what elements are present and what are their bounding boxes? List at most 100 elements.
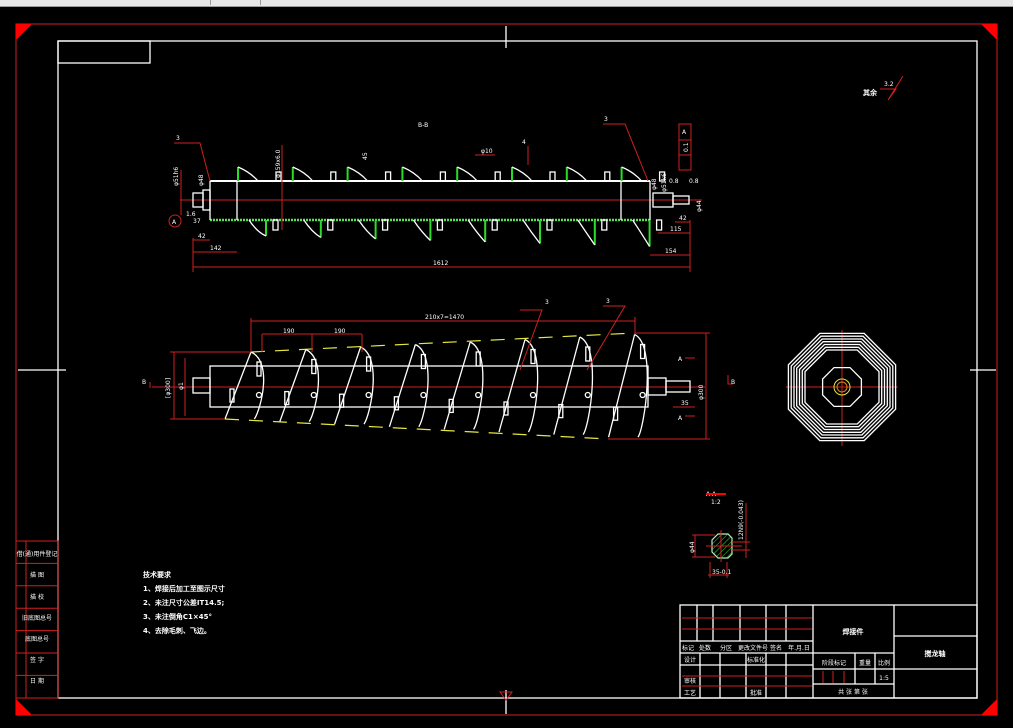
process-label: 工艺 xyxy=(684,689,696,697)
dim-label: φ10 xyxy=(481,148,493,155)
helix-flight-back xyxy=(415,343,429,428)
dim-label: 12N9(-0.043) xyxy=(738,500,745,540)
dim-label: φ48 xyxy=(198,174,205,186)
helix-flight-front xyxy=(443,341,471,430)
tooth xyxy=(558,403,564,419)
tooth xyxy=(494,171,501,182)
helix-flight-front xyxy=(498,339,526,433)
stage-mark-label: 阶段标记 xyxy=(822,659,846,667)
tolerance-value: 0.1 xyxy=(683,142,690,152)
flight-outline-ring xyxy=(796,341,888,433)
dim-label: 210x7=1470 xyxy=(425,314,464,321)
tooth xyxy=(655,219,663,231)
helix-flight-front xyxy=(333,346,362,425)
header-cell: 标记 xyxy=(682,644,694,652)
flight-envelope-bottom xyxy=(224,418,609,440)
tooth xyxy=(272,219,279,231)
standardization-label: 标准化 xyxy=(747,656,765,664)
section-aa: A-A 1:2 φ44 35-0.1 12N9(-0.043) xyxy=(689,491,750,578)
header-cell: 年.月.日 xyxy=(788,644,810,652)
tooth xyxy=(256,361,262,377)
dim-label: 35-0.1 xyxy=(712,569,732,576)
flight-outline-ring xyxy=(793,338,891,436)
side-table-cell: 描 图 xyxy=(30,571,44,579)
header-cell: 处数 xyxy=(699,644,711,652)
outer-border xyxy=(15,23,998,716)
shaft-outline xyxy=(821,366,863,408)
design-label: 设计 xyxy=(684,656,696,664)
flight-outline-ring xyxy=(801,346,883,428)
dim-label: 45 xyxy=(362,152,369,160)
tooth xyxy=(384,171,392,182)
dim-label: 42 xyxy=(198,233,206,240)
helix-flight-back xyxy=(579,336,594,435)
dim-label: 1612 xyxy=(433,260,448,267)
side-table-cell: 日 期 xyxy=(30,677,44,685)
roughness-symbol-icon xyxy=(880,75,904,101)
dim-label: [φ300] xyxy=(165,378,172,398)
weld-size-label: 3 xyxy=(604,116,608,123)
bolt-hole xyxy=(310,391,317,399)
dim-label: φ48 xyxy=(651,178,658,190)
flight-profile xyxy=(621,166,643,182)
tooth xyxy=(327,219,334,231)
helix-flight-front xyxy=(388,344,417,427)
side-table-cell: 描 校 xyxy=(30,593,44,601)
bolt-hole xyxy=(365,391,372,399)
dim-label: φ44 xyxy=(696,200,703,212)
dim-label: 190 xyxy=(283,328,295,335)
code-box xyxy=(57,40,151,64)
helix-flight-back xyxy=(305,348,320,422)
bolt-hole xyxy=(584,391,591,399)
helix-flight-front xyxy=(607,334,636,438)
side-table-cell: 底图总号 xyxy=(25,635,49,643)
flight-outline-ring xyxy=(790,335,894,439)
tooth xyxy=(381,219,389,231)
drawing-name: 搅龙轴 xyxy=(925,649,946,658)
application-toolbar-strip xyxy=(0,0,1013,7)
tooth xyxy=(604,171,611,182)
helix-flight-back xyxy=(469,341,484,430)
dim-label: φ51h6 xyxy=(173,167,180,186)
tooth xyxy=(549,171,556,182)
flight-profile xyxy=(456,166,478,182)
flight-profile xyxy=(347,166,369,182)
weld-size-label: 3 xyxy=(545,299,549,306)
dim-label: 42 xyxy=(679,215,687,222)
side-registration-table: 借(通)用件登记 描 图 描 校 旧底图总号 底图总号 签 字 日 期 xyxy=(15,540,59,699)
title-block: 标记 处数 分区 更改文件号 签名 年.月.日 设计 标准化 审核 工艺 批准 … xyxy=(679,604,978,699)
scale-value: 1:5 xyxy=(879,675,889,682)
tooth xyxy=(284,390,290,406)
bolt-hole xyxy=(255,391,263,399)
flight-profile xyxy=(566,166,588,182)
header-cell: 更改文件号 xyxy=(738,644,768,652)
tooth xyxy=(585,346,591,362)
side-table-cell: 签 字 xyxy=(30,656,44,664)
technical-requirements: 技术要求 1、焊接后加工至图示尺寸 2、未注尺寸公差IT14.5; 3、未注倒角… xyxy=(143,570,225,635)
part-name: 焊接件 xyxy=(843,627,864,636)
tech-req-item: 3、未注倒角C1×45° xyxy=(143,612,212,621)
review-label: 审核 xyxy=(684,677,696,685)
datum-label: A xyxy=(172,219,177,226)
corner-mark xyxy=(981,24,997,40)
flight-profile xyxy=(412,219,431,241)
end-view xyxy=(786,330,898,446)
tooth xyxy=(275,171,282,182)
bolt-hole xyxy=(475,391,482,399)
tooth xyxy=(546,219,553,231)
tooth xyxy=(311,358,317,375)
flight-profile xyxy=(467,219,486,243)
approve-label: 批准 xyxy=(750,689,762,697)
orientation-mark xyxy=(499,691,513,701)
tooth xyxy=(393,396,400,411)
flight-profile xyxy=(303,219,322,239)
dim-label: 142 xyxy=(210,245,222,252)
tooth xyxy=(229,388,235,403)
tooth xyxy=(491,219,498,231)
tooth xyxy=(639,343,646,360)
bolt-hole xyxy=(420,391,427,399)
dim-label: 37 xyxy=(193,218,201,225)
tech-req-title: 技术要求 xyxy=(143,570,172,579)
flight-profile xyxy=(522,219,541,244)
